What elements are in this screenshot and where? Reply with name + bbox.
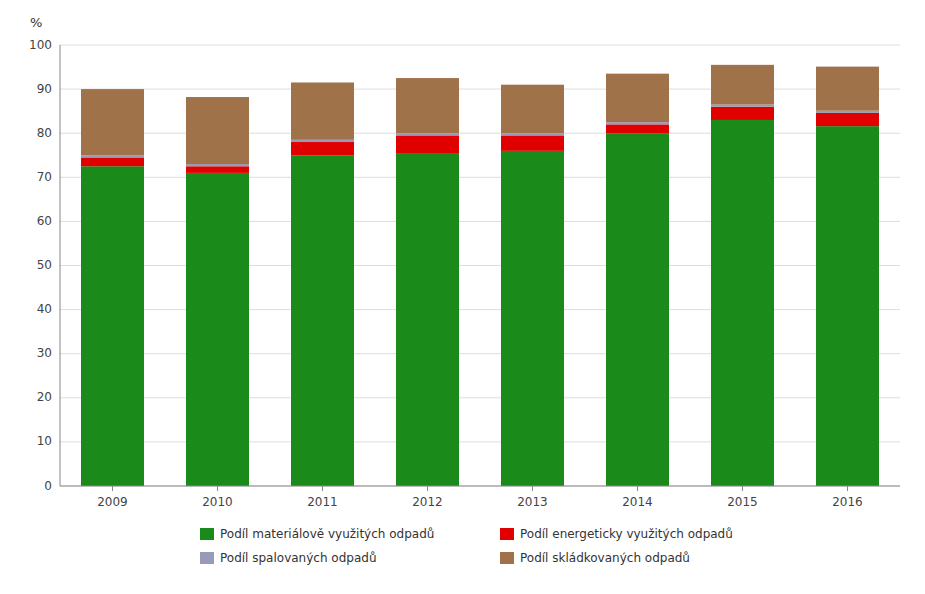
y-tick-label: 60 — [37, 214, 52, 228]
bar-segment — [81, 155, 144, 157]
bar-segment — [501, 133, 564, 135]
grid-line — [60, 45, 900, 46]
bar-segment — [81, 166, 144, 486]
x-tick-label: 2013 — [517, 495, 548, 509]
bar-segment — [396, 133, 459, 135]
x-tick — [217, 486, 218, 491]
bar-segment — [186, 173, 249, 486]
y-tick-label: 90 — [37, 82, 52, 96]
bar-segment — [186, 164, 249, 166]
y-tick-label: 0 — [44, 479, 52, 493]
x-tick — [112, 486, 113, 491]
bar-segment — [711, 105, 774, 107]
bar-segment — [501, 151, 564, 486]
bar-segment — [711, 107, 774, 120]
y-axis-line — [60, 45, 61, 486]
y-tick-label: 30 — [37, 346, 52, 360]
legend-label: Podíl energeticky využitých odpadů — [520, 527, 733, 541]
y-tick-label: 100 — [29, 38, 52, 52]
x-axis-line — [60, 486, 900, 487]
x-tick-label: 2015 — [727, 495, 758, 509]
legend-label: Podíl spalovaných odpadů — [220, 551, 376, 565]
x-tick — [322, 486, 323, 491]
bar-segment — [816, 111, 879, 113]
bar-segment — [711, 65, 774, 105]
bar-segment — [81, 157, 144, 166]
bar-segment — [816, 113, 879, 126]
bar-segment — [291, 140, 354, 142]
y-tick-label: 10 — [37, 434, 52, 448]
x-tick-label: 2010 — [202, 495, 233, 509]
legend-label: Podíl skládkovaných odpadů — [520, 551, 690, 565]
y-tick-label: 80 — [37, 126, 52, 140]
x-tick-label: 2012 — [412, 495, 443, 509]
bar-segment — [396, 78, 459, 133]
bar-segment — [606, 124, 669, 133]
x-tick — [847, 486, 848, 491]
bar-segment — [606, 74, 669, 123]
x-tick-label: 2016 — [832, 495, 863, 509]
bar-segment — [816, 67, 879, 111]
bar-segment — [816, 126, 879, 486]
legend: Podíl materiálově využitých odpadů Podíl … — [200, 527, 733, 565]
bar-segment — [186, 97, 249, 164]
legend-swatch — [500, 528, 514, 540]
grid-line — [60, 486, 900, 487]
y-tick-label: 70 — [37, 170, 52, 184]
legend-swatch — [500, 552, 514, 564]
y-tick-label: 40 — [37, 302, 52, 316]
legend-swatch — [200, 528, 214, 540]
x-tick — [427, 486, 428, 491]
bar-segment — [396, 135, 459, 153]
x-tick-label: 2011 — [307, 495, 338, 509]
x-tick-label: 2009 — [97, 495, 128, 509]
x-tick-label: 2014 — [622, 495, 653, 509]
bar-segment — [291, 142, 354, 155]
bar-segment — [606, 122, 669, 124]
y-tick-label: 20 — [37, 390, 52, 404]
bar-segment — [291, 82, 354, 139]
bar-segment — [711, 120, 774, 486]
legend-swatch — [200, 552, 214, 564]
bar-segment — [81, 89, 144, 155]
x-tick — [637, 486, 638, 491]
bar-segment — [396, 153, 459, 486]
bar-segment — [186, 166, 249, 173]
bar-segment — [501, 135, 564, 150]
unit-label: % — [30, 15, 42, 30]
x-tick — [742, 486, 743, 491]
chart: 0 10 20 30 40 50 60 70 80 90 100 2009 2010 2011 2012 20… — [0, 0, 925, 594]
bar-segment — [291, 155, 354, 486]
bars — [81, 65, 879, 486]
bar-segment — [606, 133, 669, 486]
legend-label: Podíl materiálově využitých odpadů — [220, 527, 434, 541]
x-tick — [532, 486, 533, 491]
bar-segment — [501, 85, 564, 134]
grid — [60, 45, 900, 486]
y-tick-label: 50 — [37, 258, 52, 272]
